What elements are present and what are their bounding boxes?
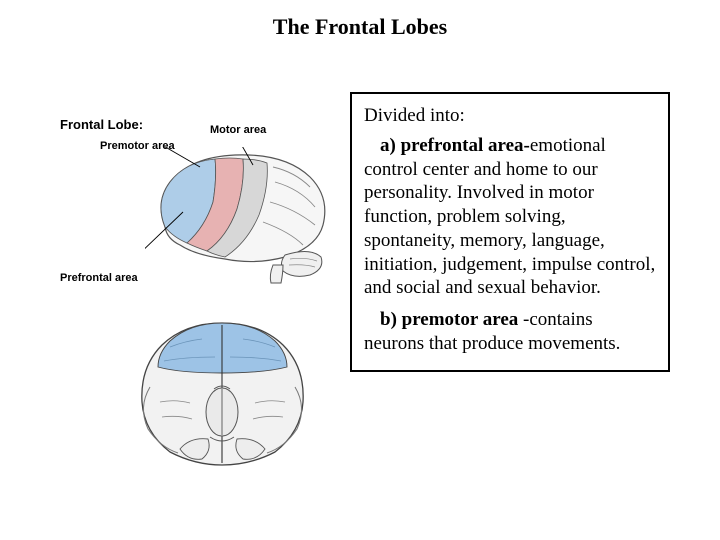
- prefrontal-area-label: Prefrontal area: [60, 272, 138, 284]
- section-b: b) premotor area -contains neurons that …: [364, 308, 656, 356]
- box-intro: Divided into:: [364, 104, 656, 128]
- page-title: The Frontal Lobes: [0, 14, 720, 40]
- frontal-lobe-label: Frontal Lobe:: [60, 117, 143, 132]
- motor-area-label: Motor area: [210, 124, 266, 136]
- section-a-text: emotional control center and home to our…: [364, 135, 655, 299]
- figure-column: Frontal Lobe: Premotor area Motor area P…: [60, 92, 350, 372]
- description-box: Divided into: a) prefrontal area-emotion…: [350, 92, 670, 372]
- brain-inferior-icon: [130, 317, 315, 467]
- section-a: a) prefrontal area-emotional control cen…: [364, 134, 656, 300]
- brain-lateral-icon: [145, 147, 335, 287]
- content-row: Frontal Lobe: Premotor area Motor area P…: [60, 92, 680, 372]
- section-b-label: b) premotor area: [380, 309, 523, 330]
- section-a-label: a) prefrontal area-: [380, 135, 530, 156]
